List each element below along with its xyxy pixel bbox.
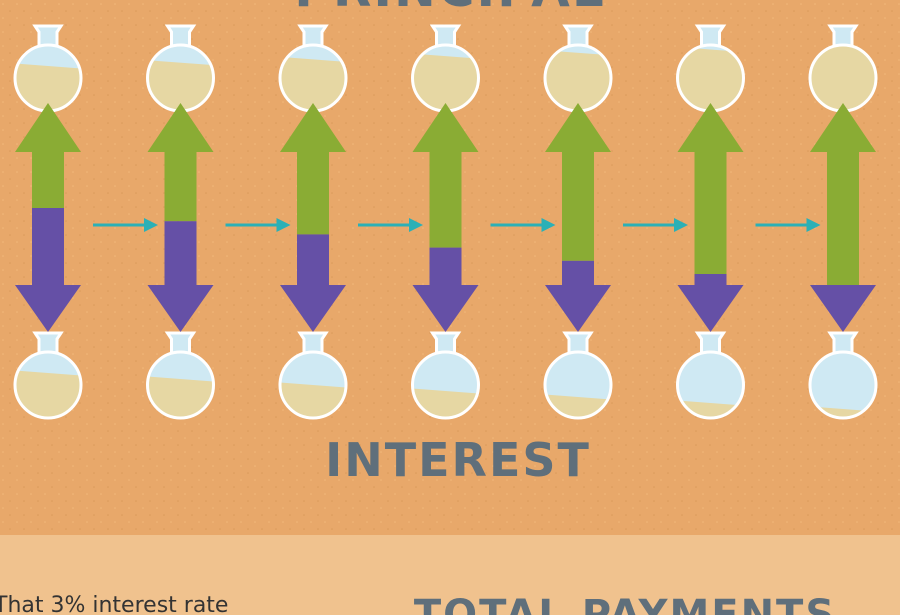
interest-arrow-shaft xyxy=(32,208,64,288)
page: PRINCIPAL INTEREST That 3% interest rate… xyxy=(0,0,900,615)
interest-arrow-shaft xyxy=(562,261,594,288)
principal-arrow-shaft xyxy=(165,148,197,221)
principal-title: PRINCIPAL xyxy=(294,0,606,18)
infographic: PRINCIPAL INTEREST That 3% interest rate… xyxy=(0,0,900,615)
interest-label: INTEREST xyxy=(325,433,591,487)
interest-arrow-shaft xyxy=(165,221,197,288)
principal-arrow-shaft xyxy=(297,148,329,234)
principal-arrow-shaft xyxy=(430,148,462,248)
principal-arrow-shaft xyxy=(32,148,64,208)
footer-text: That 3% interest rate xyxy=(0,593,228,615)
interest-arrow-shaft xyxy=(430,248,462,288)
principal-arrow-shaft xyxy=(562,148,594,261)
interest-arrow-shaft xyxy=(297,234,329,288)
footer-heading: TOTAL PAYMENTS xyxy=(414,592,836,615)
principal-arrow-shaft xyxy=(827,148,859,287)
principal-arrow-shaft xyxy=(695,148,727,274)
